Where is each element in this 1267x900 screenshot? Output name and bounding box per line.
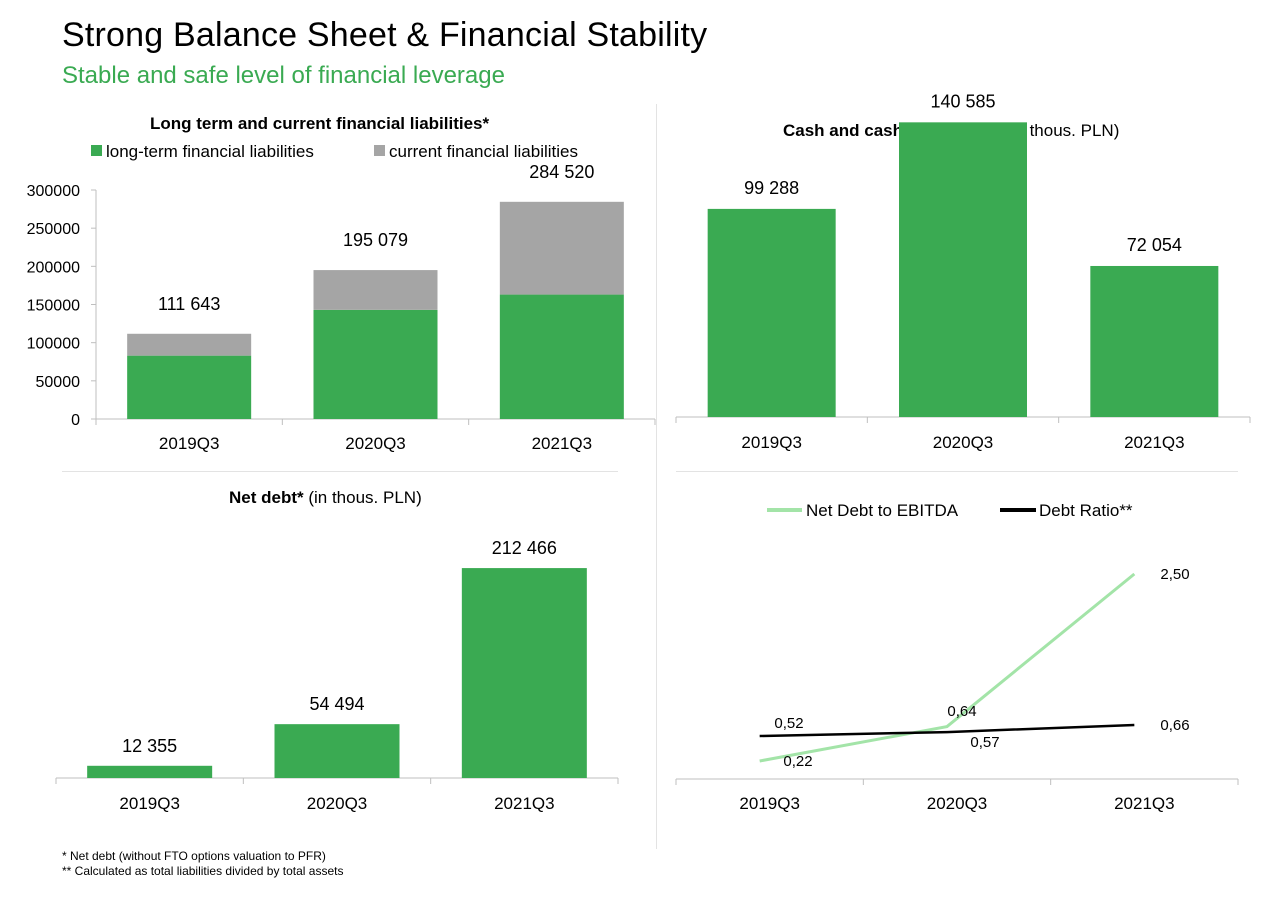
legend-net-debt-to-ebitda-label: Net Debt to EBITDA xyxy=(806,501,959,520)
net-debt-bar xyxy=(274,724,400,778)
legend-long-term-swatch xyxy=(91,145,102,156)
liabilities-y-tick-label: 250000 xyxy=(27,221,80,238)
liabilities-y-tick-label: 100000 xyxy=(27,336,80,353)
cash-bar xyxy=(1090,265,1219,417)
net-debt-to-ebitda-label: 2,50 xyxy=(1160,566,1189,583)
cash-category-label: 2021Q3 xyxy=(1124,433,1185,452)
liabilities-category-label: 2021Q3 xyxy=(532,434,593,453)
net-debt-bar xyxy=(87,765,213,778)
liabilities-y-tick-label: 50000 xyxy=(36,374,81,391)
net-debt-bar xyxy=(461,568,587,778)
liabilities-y-tick-label: 150000 xyxy=(27,298,80,315)
legend-current-swatch xyxy=(374,145,385,156)
cash-data-label: 99 288 xyxy=(744,178,799,198)
liabilities-chart-title: Long term and current financial liabilit… xyxy=(150,114,490,133)
ratios-category-label: 2019Q3 xyxy=(739,794,800,813)
cash-data-label: 72 054 xyxy=(1127,235,1182,255)
cash-category-label: 2020Q3 xyxy=(933,433,994,452)
line-net-debt-to-ebitda xyxy=(759,572,1136,763)
liabilities-bar-current xyxy=(499,201,624,295)
liabilities-bar-long-term xyxy=(499,294,624,419)
page-title: Strong Balance Sheet & Financial Stabili… xyxy=(62,16,708,54)
ratios-category-label: 2021Q3 xyxy=(1114,794,1175,813)
liabilities-y-tick-label: 300000 xyxy=(27,183,80,200)
net-debt-chart-title: Net debt* (in thous. PLN) xyxy=(229,488,422,507)
liabilities-total-label: 111 643 xyxy=(158,294,220,314)
liabilities-total-label: 284 520 xyxy=(529,162,594,182)
net-debt-data-label: 54 494 xyxy=(309,694,364,714)
legend-long-term-label: long-term financial liabilities xyxy=(106,142,314,161)
liabilities-bar-long-term xyxy=(127,355,252,419)
footnote-2: ** Calculated as total liabilities divid… xyxy=(62,864,344,878)
liabilities-y-tick-label: 0 xyxy=(71,412,80,429)
net-debt-category-label: 2020Q3 xyxy=(307,794,368,813)
cash-bar xyxy=(899,122,1027,418)
page-subtitle: Stable and safe level of financial lever… xyxy=(62,62,505,89)
footnote-1: * Net debt (without FTO options valuatio… xyxy=(62,849,326,863)
net-debt-category-label: 2019Q3 xyxy=(119,794,180,813)
legend-current-label: current financial liabilities xyxy=(389,142,578,161)
liabilities-bar-long-term xyxy=(313,309,438,419)
liabilities-bar-current xyxy=(313,270,438,310)
vertical-divider xyxy=(656,104,657,849)
net-debt-data-label: 212 466 xyxy=(492,538,557,558)
ratios-category-label: 2020Q3 xyxy=(927,794,988,813)
liabilities-y-tick-label: 200000 xyxy=(27,259,80,276)
liabilities-category-label: 2020Q3 xyxy=(345,434,406,453)
net-debt-to-ebitda-label: 0,22 xyxy=(783,753,812,770)
legend-debt-ratio-label: Debt Ratio** xyxy=(1039,501,1133,520)
horizontal-divider-right xyxy=(676,471,1238,472)
net-debt-to-ebitda-label: 0,64 xyxy=(947,703,976,720)
net-debt-data-label: 12 355 xyxy=(122,736,177,756)
debt-ratio-label: 0,57 xyxy=(970,734,999,751)
debt-ratio-label: 0,52 xyxy=(774,715,803,732)
horizontal-divider-left xyxy=(62,471,618,472)
debt-ratio-label: 0,66 xyxy=(1160,717,1189,734)
liabilities-category-label: 2019Q3 xyxy=(159,434,220,453)
cash-category-label: 2019Q3 xyxy=(741,433,802,452)
line-debt-ratio xyxy=(759,723,1135,738)
liabilities-bar-current xyxy=(127,333,252,356)
cash-bar xyxy=(707,208,836,417)
cash-data-label: 140 585 xyxy=(930,91,995,111)
liabilities-total-label: 195 079 xyxy=(343,230,408,250)
net-debt-category-label: 2021Q3 xyxy=(494,794,555,813)
